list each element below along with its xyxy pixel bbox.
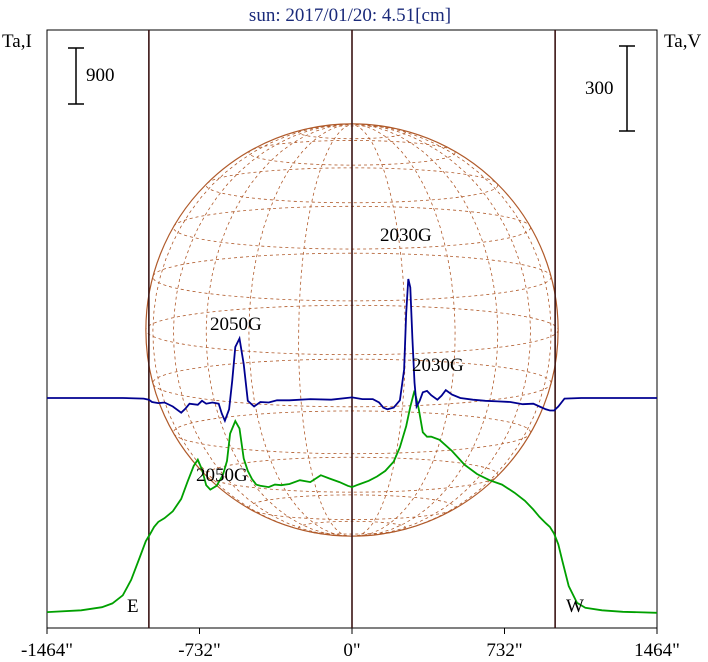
longitude-line <box>349 123 499 537</box>
longitude-line <box>349 123 456 537</box>
series-line-v <box>47 278 657 424</box>
longitude-line <box>152 123 355 537</box>
reference-lines <box>148 30 556 628</box>
right-axis-label: Ta,V <box>664 31 701 52</box>
left-axis-label: Ta,I <box>2 31 32 52</box>
x-axis-ticks: -1464" -732" 0" 732" 1464" <box>21 628 680 661</box>
annotation-2050g-lower: 2050G <box>196 465 248 486</box>
west-limb-label: W <box>566 596 584 617</box>
chart-title: sun: 2017/01/20: 4.51[cm] <box>249 5 451 26</box>
x-tick-label: -732" <box>178 640 221 661</box>
left-scale-bar <box>68 47 84 105</box>
east-limb-label: E <box>127 596 139 617</box>
series-line-i <box>46 390 658 614</box>
longitude-line <box>349 123 406 537</box>
longitude-line <box>298 123 355 537</box>
longitude-line <box>205 123 355 537</box>
x-tick-label: 732" <box>486 640 522 661</box>
right-scale-label: 300 <box>585 78 614 99</box>
annotation-2030g-lower: 2030G <box>412 355 464 376</box>
x-tick-label: 0" <box>343 640 360 661</box>
x-tick-label: -1464" <box>21 640 73 661</box>
right-scale-bar <box>619 45 635 132</box>
annotation-2050g-upper: 2050G <box>210 314 262 335</box>
longitude-line <box>349 123 552 537</box>
longitude-line <box>349 123 531 537</box>
longitude-line <box>248 123 355 537</box>
left-scale-label: 900 <box>86 65 115 86</box>
longitude-line <box>173 123 355 537</box>
x-tick-label: 1464" <box>634 640 680 661</box>
annotation-2030g-upper: 2030G <box>380 225 432 246</box>
latitude-line <box>248 140 456 166</box>
